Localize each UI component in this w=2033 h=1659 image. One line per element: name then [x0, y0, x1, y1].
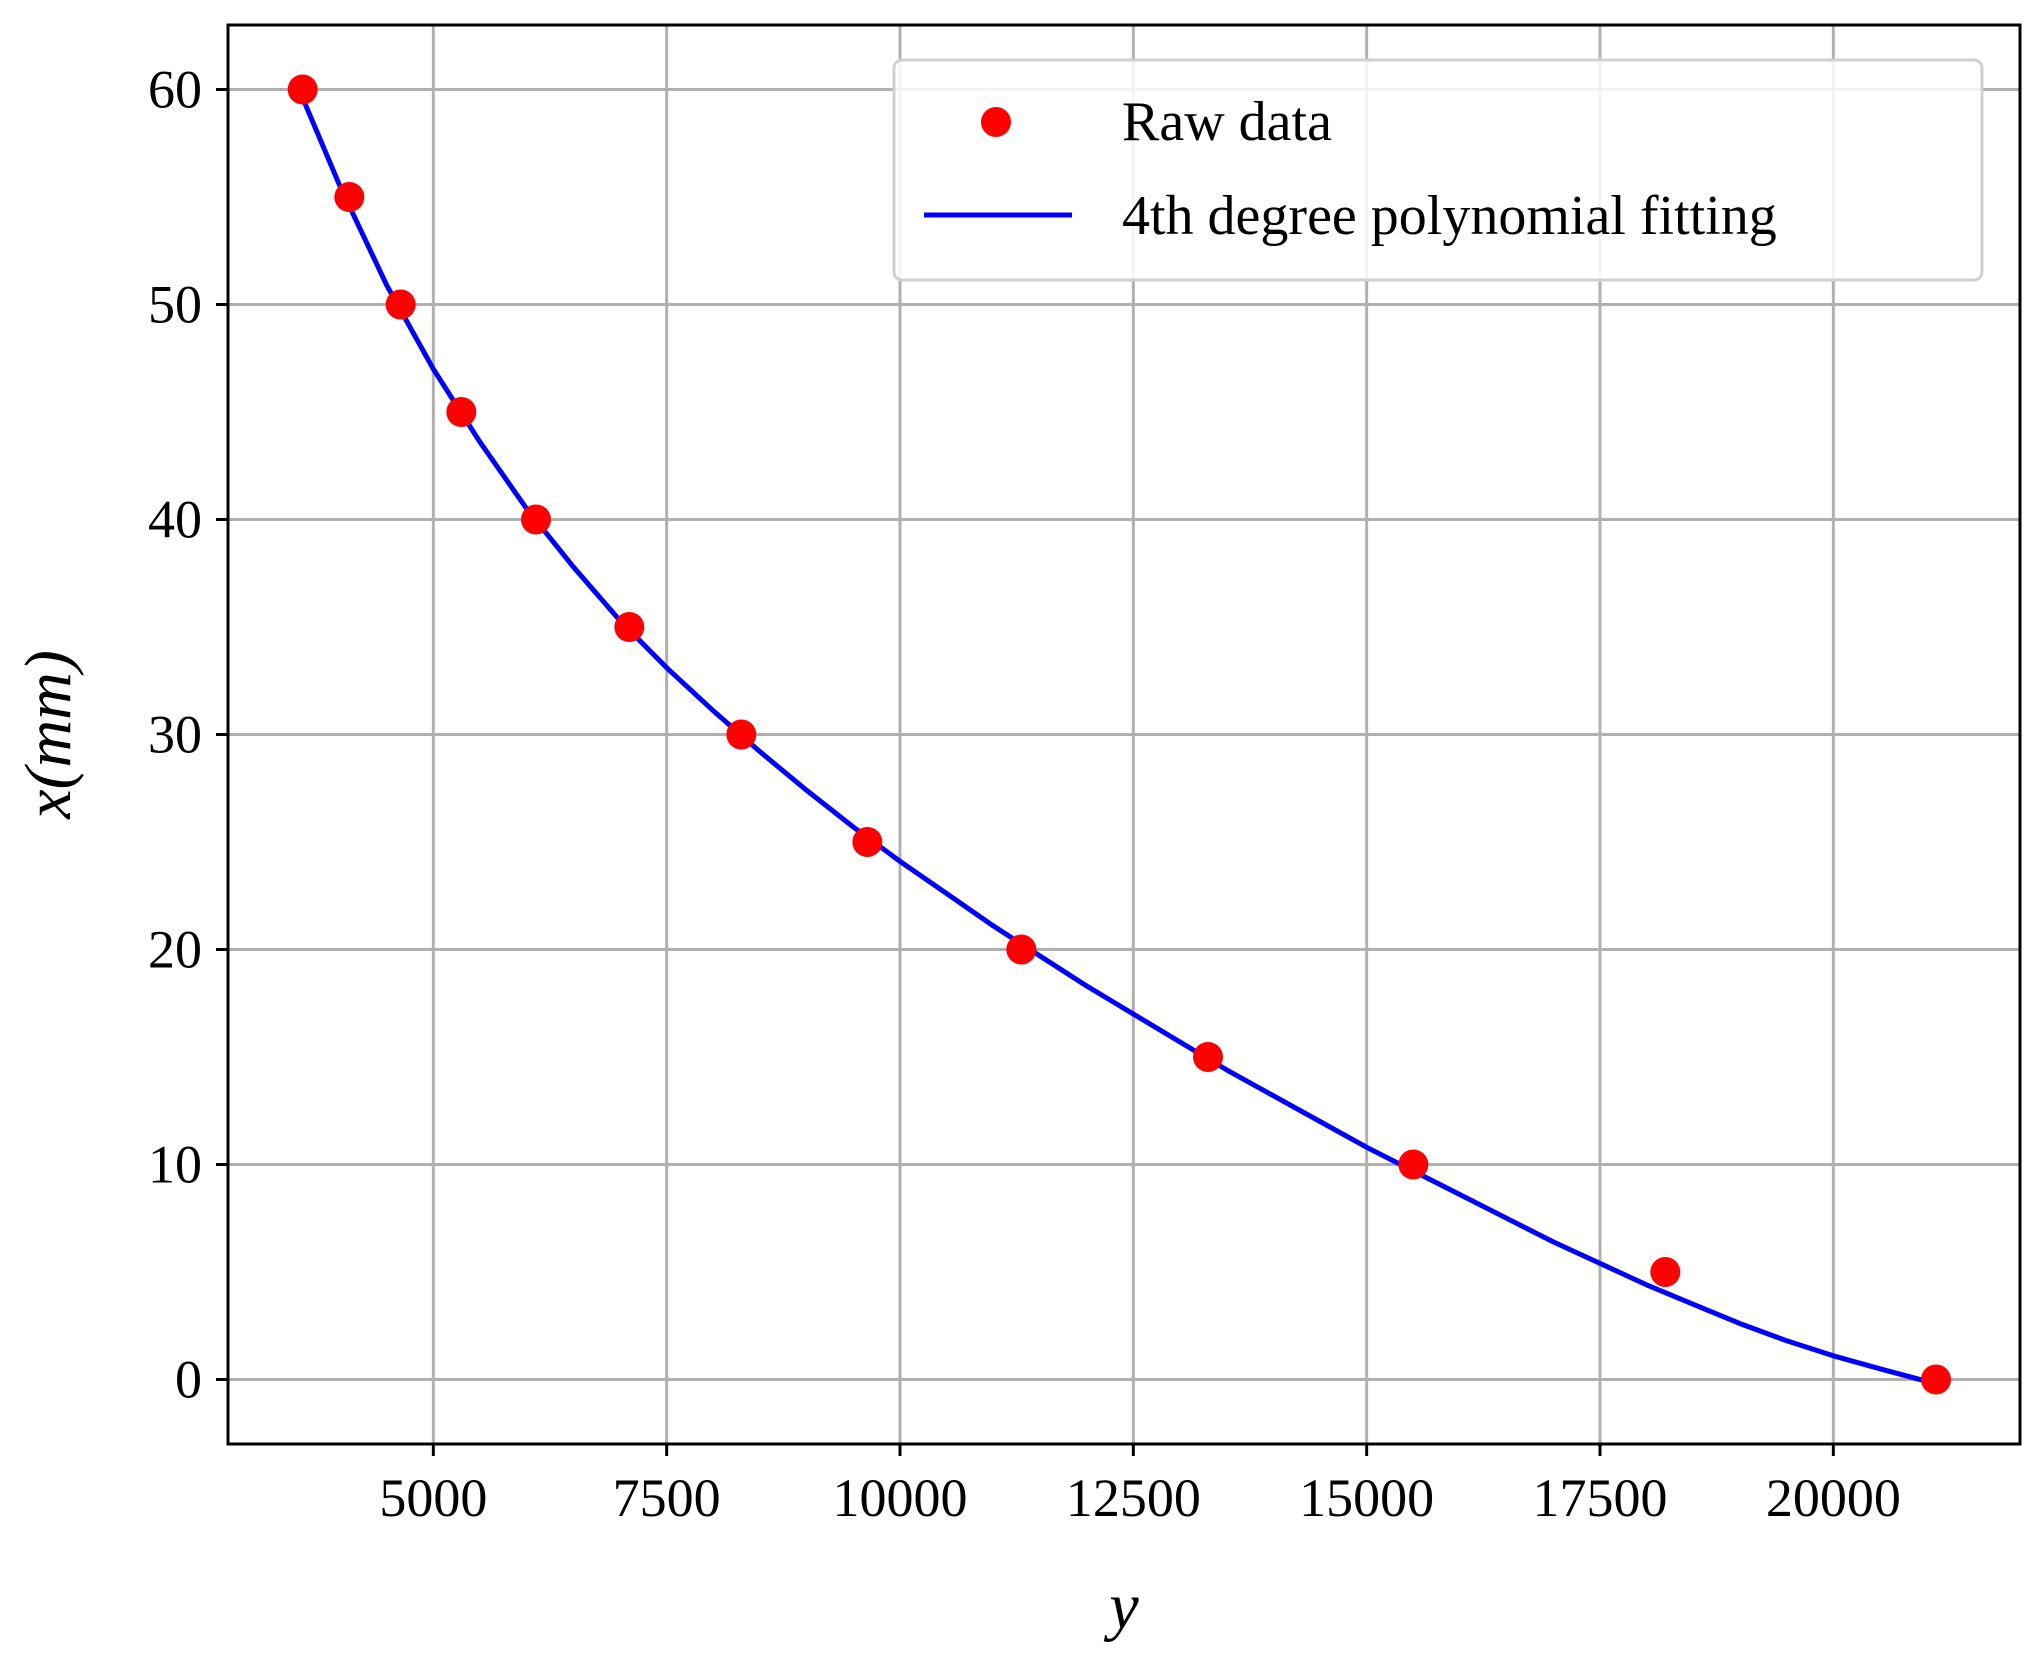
scatter-points	[287, 74, 1951, 1395]
scatter-point	[1193, 1042, 1223, 1072]
y-axis-ticks: 0 10 20 30 40 50 60	[148, 60, 228, 1410]
scatter-point	[334, 182, 365, 212]
legend-box	[892, 58, 1984, 282]
y-tick-label: 50	[148, 275, 202, 335]
y-tick-label: 10	[148, 1135, 202, 1195]
x-tick-label: 15000	[1299, 1468, 1434, 1528]
x-tick-label: 5000	[379, 1468, 487, 1528]
y-tick-label: 30	[148, 705, 202, 765]
legend: Raw data 4th degree polynomial fitting	[892, 58, 1984, 282]
x-tick-label: 7500	[613, 1468, 721, 1528]
scatter-point	[1398, 1149, 1429, 1180]
y-tick-label: 0	[175, 1350, 202, 1410]
x-axis-label: y	[1103, 1570, 1139, 1643]
x-tick-label: 12500	[1066, 1468, 1201, 1528]
scatter-point	[726, 719, 757, 750]
legend-label-fit: 4th degree polynomial fitting	[1122, 185, 1777, 247]
x-axis-ticks: 5000 7500 10000 12500 15000 17500 20000	[379, 1444, 1901, 1528]
y-tick-label: 60	[148, 60, 202, 120]
legend-label-raw-data: Raw data	[1122, 91, 1332, 153]
scatter-point	[614, 612, 645, 642]
scatter-point	[521, 504, 551, 535]
scatter-point	[446, 397, 477, 427]
y-tick-label: 40	[148, 490, 202, 550]
fit-line-layer	[300, 97, 1937, 1387]
scatter-point	[1006, 934, 1037, 965]
x-tick-label: 20000	[1766, 1468, 1901, 1528]
y-tick-label: 20	[148, 920, 202, 980]
y-axis-label: x(mm)	[12, 650, 85, 820]
scatter-point	[852, 827, 883, 857]
x-tick-label: 17500	[1533, 1468, 1668, 1528]
scatter-point	[1650, 1257, 1681, 1287]
scatter-point	[287, 74, 318, 105]
fit-line	[300, 97, 1937, 1387]
legend-marker-raw-data	[981, 107, 1011, 137]
scatter-point	[385, 289, 416, 320]
x-tick-label: 10000	[833, 1468, 968, 1528]
scatter-point	[1921, 1364, 1951, 1395]
